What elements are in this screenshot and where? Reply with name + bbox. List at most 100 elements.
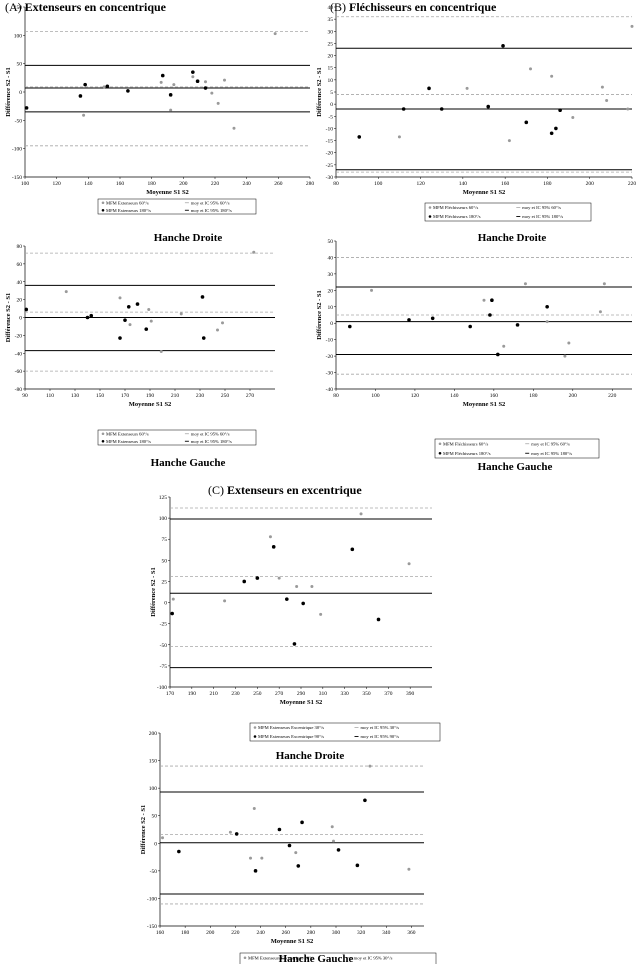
x-tick-label: 230: [231, 691, 240, 697]
data-point-gray: [331, 839, 335, 843]
data-point-black: [376, 617, 381, 622]
y-tick-label: 125: [159, 495, 168, 501]
data-point-gray: [210, 91, 214, 95]
y-tick-label: 30: [328, 29, 334, 35]
data-point-black: [407, 318, 411, 322]
y-tick-label: -25: [326, 163, 334, 169]
x-tick-label: 270: [275, 691, 284, 697]
data-point-black: [439, 107, 444, 111]
data-point-black: [24, 106, 29, 110]
y-tick-label: 50: [162, 558, 168, 564]
y-tick-label: -50: [15, 118, 23, 124]
data-point-gray: [294, 851, 298, 855]
data-point-black: [85, 315, 90, 320]
x-tick-label: 160: [156, 930, 165, 936]
data-point-black: [348, 324, 352, 329]
y-tick-label: -100: [12, 147, 22, 153]
data-point-black: [285, 597, 289, 601]
x-tick-label: 180: [148, 181, 157, 187]
x-tick-label: 140: [450, 393, 459, 399]
x-axis-label: Moyenne S1 S2: [129, 401, 172, 408]
y-tick-label: -100: [147, 896, 157, 902]
y-tick-label: -20: [326, 354, 334, 360]
x-tick-label: 270: [246, 393, 255, 399]
x-tick-label: 220: [628, 181, 637, 187]
data-point-gray: [268, 535, 272, 539]
data-point-gray: [330, 825, 334, 829]
y-tick-label: 200: [149, 731, 158, 737]
panel-a-title-text: Extenseurs en concentrique: [25, 0, 167, 14]
data-point-black: [501, 44, 505, 48]
data-point-gray: [221, 321, 224, 325]
hanche-subtitle: Hanche Droite: [478, 232, 547, 244]
x-tick-label: 180: [181, 930, 190, 936]
data-point-black: [160, 73, 165, 78]
y-tick-label: -60: [15, 369, 23, 375]
legend-line-label: moy et IC 95% 180°/s: [531, 451, 572, 456]
y-tick-label: 50: [152, 814, 158, 820]
data-point-gray: [277, 576, 281, 580]
chart-a-hanche-gauche: -80 -60 -40 -20 0 20 40 60 80 90 110 130 150 170 190 21…: [5, 244, 275, 469]
y-tick-label: -30: [326, 175, 334, 181]
legend-series-label: MFM Extenseurs 180°/s: [106, 208, 151, 213]
data-point-gray: [159, 349, 163, 353]
data-point-gray: [368, 764, 372, 768]
data-point-gray: [161, 836, 165, 840]
data-point-black: [336, 848, 341, 852]
legend-marker: [438, 442, 442, 446]
x-tick-label: 220: [231, 930, 240, 936]
legend-line-label: moy et IC 95% 60°/s: [191, 431, 230, 436]
x-tick-label: 230: [196, 393, 205, 399]
x-tick-label: 200: [586, 181, 595, 187]
data-point-gray: [252, 807, 256, 811]
data-point-black: [496, 352, 500, 357]
x-tick-label: 370: [384, 691, 393, 697]
x-tick-label: 130: [71, 393, 80, 399]
x-axis-label: Moyenne S1 S2: [146, 189, 189, 196]
y-tick-label: 0: [154, 841, 157, 847]
panel-c-title-text: Extenseurs en excentrique: [227, 483, 362, 497]
data-point-black: [486, 104, 491, 109]
y-tick-label: -20: [326, 151, 334, 157]
data-point-gray: [204, 80, 207, 84]
data-point-black: [296, 864, 301, 868]
y-axis-label: Différence S2 - S1: [150, 567, 157, 617]
data-point-black: [363, 798, 367, 803]
y-tick-label: -75: [160, 664, 168, 670]
data-point-gray: [295, 585, 299, 589]
legend-line-label: moy et IC 95% 30°/s: [361, 725, 400, 730]
legend-line-label: moy et IC 95% 180°/s: [191, 439, 232, 444]
x-tick-label: 170: [166, 691, 175, 697]
data-point-gray: [249, 856, 253, 860]
y-axis-label: Différence S2 - S1: [5, 67, 12, 117]
x-tick-label: 290: [297, 691, 306, 697]
data-point-gray: [169, 108, 173, 112]
y-tick-label: 150: [14, 5, 23, 11]
y-tick-label: 20: [17, 298, 23, 304]
y-tick-label: 150: [149, 759, 158, 765]
legend-series-label: MFM Extenseurs Excentrique 30°/s: [248, 955, 314, 960]
y-tick-label: 0: [19, 90, 22, 96]
x-tick-label: 220: [608, 393, 617, 399]
legend-line-label: moy et IC 95% 60°/s: [531, 441, 570, 446]
y-tick-label: 75: [162, 537, 168, 543]
data-point-black: [549, 131, 554, 136]
hanche-subtitle: Hanche Droite: [154, 232, 223, 244]
legend-marker: [253, 735, 257, 738]
data-point-black: [200, 295, 205, 299]
data-point-gray: [102, 85, 106, 89]
x-axis-label: Moyenne S1 S2: [271, 938, 314, 945]
y-tick-label: 20: [328, 288, 334, 294]
x-tick-label: 350: [362, 691, 371, 697]
data-point-gray: [64, 290, 68, 294]
x-tick-label: 280: [307, 930, 316, 936]
data-point-gray: [118, 296, 122, 300]
legend-series-label: MFM Fléchisseurs 180°/s: [443, 451, 491, 456]
data-point-gray: [567, 341, 571, 345]
data-point-black: [488, 313, 492, 317]
y-tick-label: -100: [157, 685, 167, 691]
legend-marker: [428, 206, 432, 209]
legend-series-label: MFM Fléchisseurs 60°/s: [433, 205, 478, 210]
legend-line-label: moy et IC 95% 60°/s: [522, 205, 561, 210]
legend-box: [249, 722, 441, 742]
